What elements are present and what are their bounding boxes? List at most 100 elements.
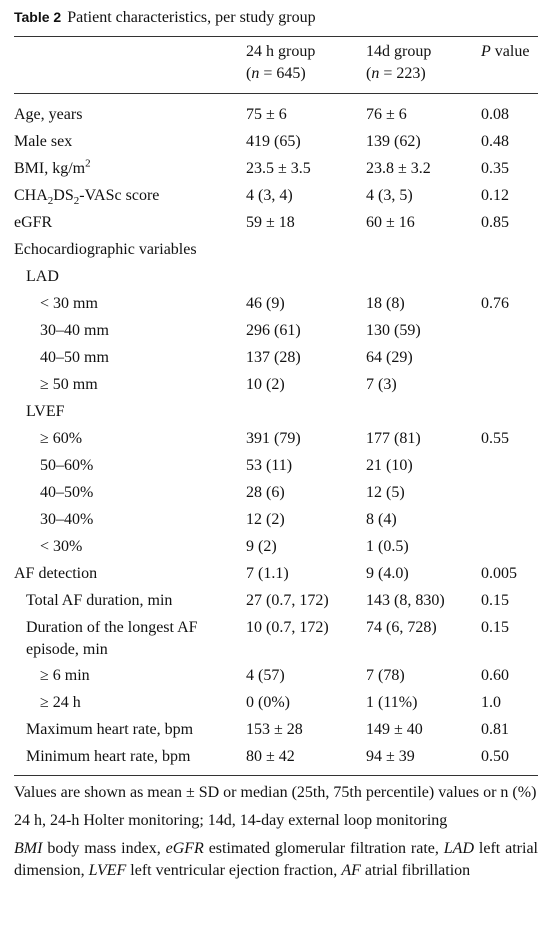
table-cell: 27 (0.7, 172): [246, 588, 366, 615]
table-row: Minimum heart rate, bpm 80 ± 42 94 ± 39 0.5…: [14, 744, 538, 776]
table-row: Age, years 75 ± 6 76 ± 6 0.08: [14, 94, 538, 130]
text: 8 (4): [366, 511, 397, 528]
text: 7 (1.1): [246, 565, 289, 582]
text: ≥ 60%: [40, 430, 83, 447]
row-label: Male sex: [14, 129, 246, 156]
text: 143 (8, 830): [366, 592, 445, 609]
text: 28 (6): [246, 484, 285, 501]
column-n: (n = 223): [366, 63, 481, 85]
text: Minimum heart rate, bpm: [26, 748, 191, 765]
table-row: 30–40% 12 (2) 8 (4): [14, 507, 538, 534]
table-cell: 153 ± 28: [246, 717, 366, 744]
table-cell: 0.60: [481, 663, 538, 690]
table-caption: Table 2 Patient characteristics, per stud…: [14, 0, 538, 37]
row-label: Total AF duration, min: [14, 588, 246, 615]
table-cell: 12 (5): [366, 480, 481, 507]
table-cell: [366, 237, 481, 264]
table-cell: [481, 264, 538, 291]
table-cell: [246, 399, 366, 426]
column-name: 14d group: [366, 41, 481, 63]
text: 24 h, 24-h Holter monitoring; 14d, 14-da…: [14, 812, 448, 829]
text: 21 (10): [366, 457, 413, 474]
table-cell: 1 (11%): [366, 690, 481, 717]
table-row: LAD: [14, 264, 538, 291]
footnote: 24 h, 24-h Holter monitoring; 14d, 14-da…: [14, 810, 538, 832]
table-cell: 0.15: [481, 615, 538, 663]
table-cell: 137 (28): [246, 345, 366, 372]
table-cell: 1 (0.5): [366, 534, 481, 561]
table-cell: 143 (8, 830): [366, 588, 481, 615]
column-name: P value: [481, 41, 538, 63]
row-label: 40–50 mm: [14, 345, 246, 372]
table-row: AF detection 7 (1.1) 9 (4.0) 0.005: [14, 561, 538, 588]
text: = 645): [259, 65, 306, 82]
table-cell: 0.005: [481, 561, 538, 588]
table-cell: 1.0: [481, 690, 538, 717]
table-cell: 419 (65): [246, 129, 366, 156]
text: 137 (28): [246, 349, 301, 366]
table-row: < 30% 9 (2) 1 (0.5): [14, 534, 538, 561]
text: = 223): [379, 65, 426, 82]
row-label: CHA2DS2-VASc score: [14, 183, 246, 210]
text: 59 ± 18: [246, 214, 295, 231]
table-cell: 23.5 ± 3.5: [246, 156, 366, 183]
table-cell: 74 (6, 728): [366, 615, 481, 663]
table-row: Echocardiographic variables: [14, 237, 538, 264]
column-header: 24 h group (n = 645): [246, 37, 366, 94]
table-cell: 0.12: [481, 183, 538, 210]
table-cell: 4 (3, 4): [246, 183, 366, 210]
text: 0.81: [481, 721, 509, 738]
table-cell: 59 ± 18: [246, 210, 366, 237]
text: 10 (2): [246, 376, 285, 393]
table-cell: 7 (1.1): [246, 561, 366, 588]
text: 7 (78): [366, 667, 405, 684]
table-row: Total AF duration, min 27 (0.7, 172) 143 (…: [14, 588, 538, 615]
text: Values are shown as mean ± SD or median …: [14, 784, 537, 801]
table-cell: 10 (0.7, 172): [246, 615, 366, 663]
table-row: 50–60% 53 (11) 21 (10): [14, 453, 538, 480]
text: body mass index,: [42, 840, 166, 857]
header-cell: [14, 37, 246, 94]
row-label: 30–40 mm: [14, 318, 246, 345]
table-row: < 30 mm 46 (9) 18 (8) 0.76: [14, 291, 538, 318]
text: 1.0: [481, 694, 501, 711]
text: 130 (59): [366, 322, 421, 339]
text: LVEF: [26, 403, 65, 420]
text: (: [366, 65, 372, 82]
table-cell: 9 (2): [246, 534, 366, 561]
text: 1 (11%): [366, 694, 418, 711]
text: 75 ± 6: [246, 106, 287, 123]
header-row: 24 h group (n = 645) 14d group (n = 223) P v…: [14, 37, 538, 94]
table-cell: 7 (78): [366, 663, 481, 690]
table-cell: 64 (29): [366, 345, 481, 372]
text: -VASc score: [79, 187, 160, 204]
text: estimated glomerular filtration rate,: [203, 840, 444, 857]
table-cell: [366, 264, 481, 291]
text: 0.15: [481, 592, 509, 609]
table-row: 30–40 mm 296 (61) 130 (59): [14, 318, 538, 345]
text: Duration of the longest AF episode, min: [26, 619, 198, 658]
table-cell: 4 (57): [246, 663, 366, 690]
text: ≥ 50 mm: [40, 376, 98, 393]
text: 153 ± 28: [246, 721, 303, 738]
row-label: Duration of the longest AF episode, min: [14, 615, 246, 663]
text: 9 (4.0): [366, 565, 409, 582]
row-label: eGFR: [14, 210, 246, 237]
column-name: 24 h group: [246, 41, 366, 63]
row-label: ≥ 60%: [14, 426, 246, 453]
table-cell: 8 (4): [366, 507, 481, 534]
text: 14d group: [366, 43, 432, 60]
text: 1 (0.5): [366, 538, 409, 555]
table-cell: [481, 372, 538, 399]
table-row: Male sex 419 (65) 139 (62) 0.48: [14, 129, 538, 156]
text: 50–60%: [40, 457, 94, 474]
table-cell: 53 (11): [246, 453, 366, 480]
table-cell: 28 (6): [246, 480, 366, 507]
text: 18 (8): [366, 295, 405, 312]
text: Total AF duration, min: [26, 592, 173, 609]
table-row: Duration of the longest AF episode, min 1…: [14, 615, 538, 663]
text: 0.76: [481, 295, 509, 312]
table-body: Age, years 75 ± 6 76 ± 6 0.08 Male sex 419 (6…: [14, 94, 538, 776]
table-cell: 296 (61): [246, 318, 366, 345]
table-row: eGFR 59 ± 18 60 ± 16 0.85: [14, 210, 538, 237]
